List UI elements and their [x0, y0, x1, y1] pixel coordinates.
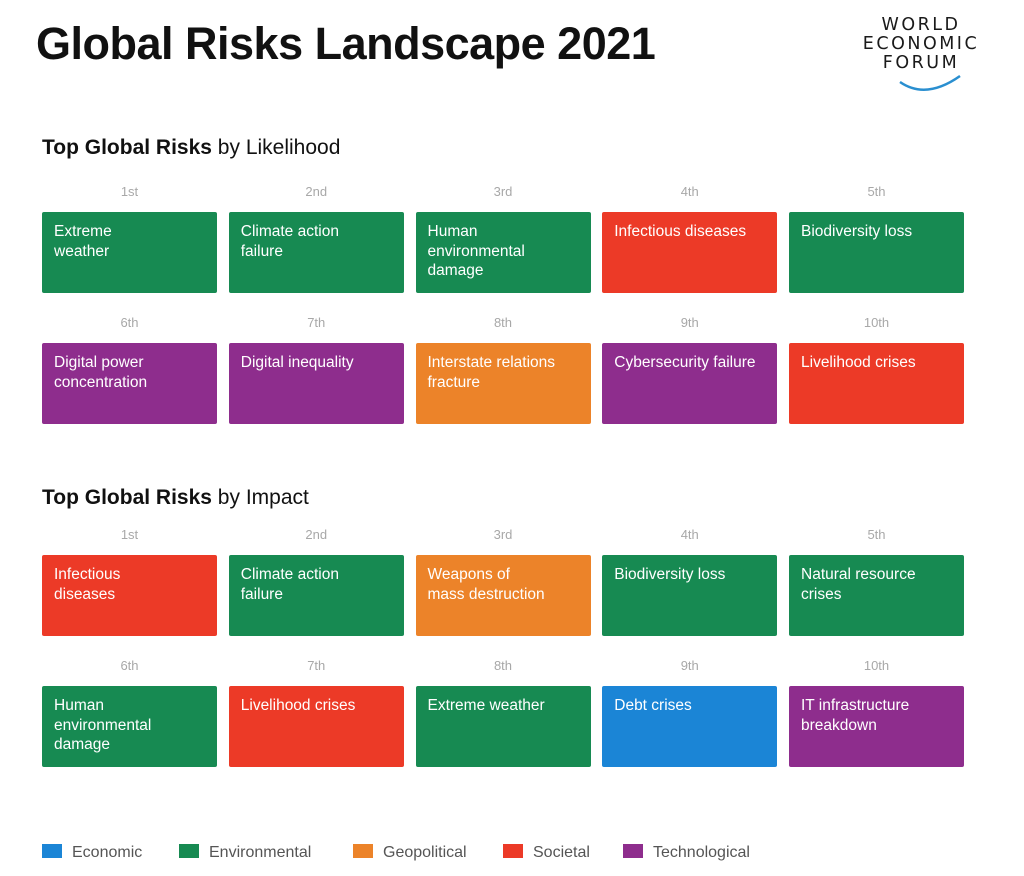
impact-section-title: Top Global Risks by Impact	[42, 486, 309, 510]
legend-label: Technological	[653, 844, 750, 861]
risk-card: Human environmental damage	[415, 212, 591, 293]
legend-item-environmental: Environmental	[179, 844, 311, 862]
risk-rank: 9th	[680, 658, 699, 673]
likelihood-title-rest: by Likelihood	[211, 136, 341, 159]
risk-rank: 1st	[120, 527, 139, 542]
risk-label: Climate action failure	[240, 223, 339, 260]
risk-card: IT infrastructure breakdown	[789, 686, 964, 767]
risk-card: Digital inequality	[228, 343, 404, 424]
impact-title-rest: by Impact	[211, 486, 309, 509]
risk-label: Extreme weather	[54, 223, 112, 260]
risk-label: Human environmental damage	[427, 223, 525, 279]
legend-label: Economic	[72, 844, 143, 861]
risk-label: Interstate relations fracture	[427, 354, 556, 391]
legend-swatch	[623, 844, 643, 858]
risk-card: Interstate relations fracture	[415, 343, 591, 424]
risk-card: Extreme weather	[42, 212, 217, 293]
risk-card: Infectious diseases	[42, 555, 217, 636]
risk-rank: 2nd	[305, 184, 328, 199]
logo-arc-icon	[899, 74, 961, 91]
risk-rank: 5th	[867, 527, 886, 542]
risk-card: Debt crises	[602, 686, 778, 767]
risk-rank: 1st	[120, 184, 139, 199]
risk-label: Livelihood crises	[240, 697, 356, 714]
risk-rank: 3rd	[493, 527, 513, 542]
likelihood-title-bold: Top Global Risks	[42, 136, 212, 159]
risk-label: Debt crises	[614, 697, 692, 714]
risk-label: Digital power concentration	[54, 354, 148, 391]
risk-card: Human environmental damage	[42, 686, 217, 767]
page-title: Global Risks Landscape 2021	[36, 18, 656, 69]
risk-card: Livelihood crises	[789, 343, 964, 424]
risk-label: Natural resource crises	[801, 566, 916, 603]
legend-swatch	[179, 844, 199, 858]
risk-card: Climate action failure	[228, 555, 404, 636]
risk-card: Weapons of mass destruction	[415, 555, 591, 636]
risk-label: Extreme weather	[427, 697, 545, 714]
risk-label: Biodiversity loss	[801, 223, 913, 240]
risk-rank: 8th	[493, 658, 513, 673]
risk-card: Extreme weather	[415, 686, 591, 767]
legend-swatch	[503, 844, 523, 858]
risk-rank: 7th	[307, 658, 326, 673]
risk-card: Livelihood crises	[228, 686, 404, 767]
risk-rank: 4th	[680, 184, 699, 199]
legend-item-technological: Technological	[623, 844, 750, 862]
likelihood-section-title: Top Global Risks by Likelihood	[42, 136, 340, 160]
legend-label: Societal	[533, 844, 590, 861]
risk-rank: 8th	[493, 315, 513, 330]
legend-swatch	[353, 844, 373, 858]
risk-card: Infectious diseases	[602, 212, 778, 293]
legend-label: Geopolitical	[383, 844, 467, 861]
legend-item-economic: Economic	[42, 844, 142, 862]
risk-rank: 4th	[680, 527, 699, 542]
risk-card: Digital power concentration	[42, 343, 217, 424]
risk-card: Biodiversity loss	[602, 555, 778, 636]
legend-item-geopolitical: Geopolitical	[353, 844, 467, 862]
risk-rank: 2nd	[305, 527, 328, 542]
risk-label: Human environmental damage	[54, 697, 152, 753]
risk-card: Climate action failure	[228, 212, 404, 293]
risk-rank: 7th	[307, 315, 326, 330]
impact-title-bold: Top Global Risks	[42, 486, 212, 509]
risk-label: Livelihood crises	[801, 354, 916, 371]
risk-label: Weapons of mass destruction	[427, 566, 545, 603]
legend-label: Environmental	[209, 844, 312, 861]
legend-item-societal: Societal	[503, 844, 590, 862]
risk-rank: 5th	[867, 184, 886, 199]
world-economic-forum-logo: WORLD ECONOMIC FORUM	[856, 16, 986, 96]
risk-label: Digital inequality	[240, 354, 354, 371]
risk-label: IT infrastructure breakdown	[801, 697, 910, 734]
risk-card: Biodiversity loss	[789, 212, 964, 293]
risk-label: Infectious diseases	[54, 566, 121, 603]
risk-label: Biodiversity loss	[614, 566, 726, 583]
risk-rank: 10th	[863, 315, 890, 330]
logo-line-2: ECONOMIC	[862, 34, 980, 54]
risk-label: Infectious diseases	[614, 223, 747, 240]
risk-rank: 6th	[120, 315, 139, 330]
risk-rank: 10th	[863, 658, 890, 673]
risk-label: Climate action failure	[240, 566, 339, 603]
risk-rank: 3rd	[493, 184, 513, 199]
risk-card: Natural resource crises	[789, 555, 964, 636]
legend-swatch	[42, 844, 62, 858]
risk-card: Cybersecurity failure	[602, 343, 778, 424]
logo-line-3: FORUM	[882, 53, 960, 73]
risk-rank: 6th	[120, 658, 139, 673]
logo-line-1: WORLD	[881, 15, 961, 35]
risk-rank: 9th	[680, 315, 699, 330]
risk-label: Cybersecurity failure	[614, 354, 756, 371]
